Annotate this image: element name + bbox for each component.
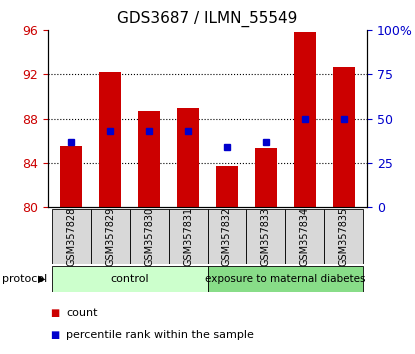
Bar	[51, 266, 208, 292]
Bar	[90, 209, 129, 264]
Text: GSM357830: GSM357830	[144, 207, 154, 266]
Text: GSM357831: GSM357831	[183, 207, 193, 266]
Text: GSM357829: GSM357829	[105, 207, 115, 266]
Text: ■: ■	[50, 308, 59, 318]
Text: exposure to maternal diabetes: exposure to maternal diabetes	[205, 274, 366, 284]
Bar	[216, 166, 238, 207]
Text: percentile rank within the sample: percentile rank within the sample	[66, 330, 254, 339]
Bar	[286, 209, 325, 264]
Text: ■: ■	[50, 330, 59, 339]
Bar	[255, 148, 277, 207]
Text: protocol: protocol	[2, 274, 47, 284]
Text: GSM357832: GSM357832	[222, 207, 232, 266]
Bar	[138, 111, 160, 207]
Bar	[208, 209, 247, 264]
Text: GSM357834: GSM357834	[300, 207, 310, 266]
Text: GSM357835: GSM357835	[339, 207, 349, 266]
Text: control: control	[110, 274, 149, 284]
Bar	[168, 209, 208, 264]
Bar	[333, 67, 354, 207]
Text: GDS3687 / ILMN_55549: GDS3687 / ILMN_55549	[117, 11, 298, 27]
Bar	[294, 32, 316, 207]
Text: ▶: ▶	[38, 274, 46, 284]
Bar	[325, 209, 364, 264]
Bar	[129, 209, 168, 264]
Text: GSM357833: GSM357833	[261, 207, 271, 266]
Text: GSM357828: GSM357828	[66, 207, 76, 266]
Bar	[99, 72, 121, 207]
Bar	[177, 108, 199, 207]
Bar	[247, 209, 286, 264]
Bar	[61, 146, 82, 207]
Bar	[208, 266, 364, 292]
Bar	[51, 209, 90, 264]
Text: count: count	[66, 308, 98, 318]
